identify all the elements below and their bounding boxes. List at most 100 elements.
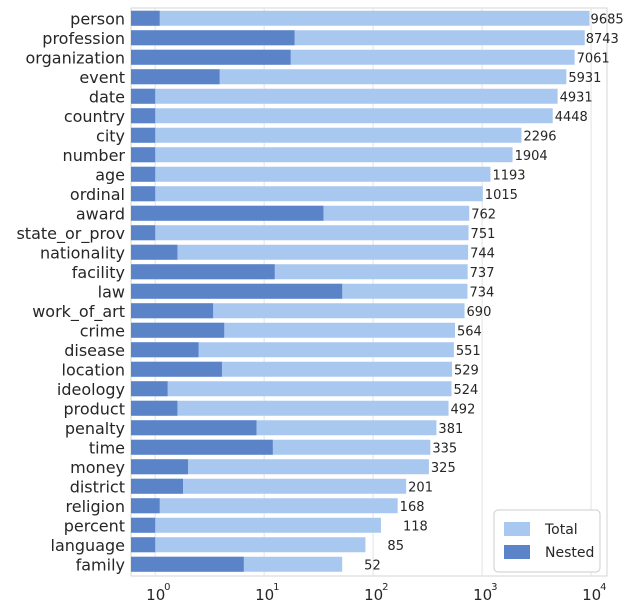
bars — [131, 10, 590, 572]
bar-nested-family — [131, 556, 244, 572]
bar-total-state-or-prov — [131, 225, 469, 241]
bar-total-language — [131, 537, 366, 553]
bar-total-event — [131, 69, 567, 85]
bar-nested-work-of-art — [131, 303, 214, 319]
category-label-time: time — [89, 438, 125, 457]
category-label-location: location — [62, 360, 125, 379]
legend: Total Nested — [493, 509, 601, 573]
value-label-crime: 564 — [457, 324, 482, 339]
category-label-person: person — [70, 9, 125, 28]
category-label-crime: crime — [80, 321, 125, 340]
value-label-work-of-art: 690 — [467, 305, 492, 320]
bar-nested-district — [131, 478, 183, 494]
value-label-religion: 168 — [400, 500, 425, 515]
category-label-family: family — [76, 555, 125, 574]
bar-total-date — [131, 88, 558, 104]
category-label-age: age — [95, 165, 125, 184]
bar-total-country — [131, 108, 553, 124]
bar-nested-number — [131, 147, 156, 163]
x-tick-exponent-2: 2 — [382, 582, 388, 593]
category-label-city: city — [96, 126, 125, 145]
category-label-date: date — [89, 87, 125, 106]
x-tick-label-3: 10 — [473, 586, 492, 603]
bar-nested-disease — [131, 342, 199, 358]
value-label-language: 85 — [387, 539, 404, 554]
bar-nested-nationality — [131, 244, 178, 260]
legend-swatch-total — [504, 522, 530, 536]
value-label-event: 5931 — [568, 71, 601, 86]
bar-nested-religion — [131, 498, 160, 514]
bar-nested-money — [131, 459, 188, 475]
bar-nested-percent — [131, 517, 156, 533]
x-tick-label-2: 10 — [364, 586, 383, 603]
bar-nested-award — [131, 205, 324, 221]
bar-total-disease — [131, 342, 454, 358]
category-label-nationality: nationality — [40, 243, 125, 262]
value-label-location: 529 — [454, 363, 479, 378]
x-tick-exponent-0: 0 — [164, 582, 170, 593]
category-label-language: language — [51, 536, 126, 555]
bar-nested-city — [131, 127, 156, 143]
category-label-religion: religion — [66, 497, 126, 516]
bar-total-number — [131, 147, 513, 163]
bar-nested-state-or-prov — [131, 225, 156, 241]
value-label-time: 335 — [432, 441, 457, 456]
value-label-disease: 551 — [456, 344, 481, 359]
category-labels: personprofessionorganizationeventdatecou… — [16, 9, 125, 574]
bar-nested-time — [131, 439, 273, 455]
category-label-organization: organization — [26, 48, 125, 67]
value-label-number: 1904 — [515, 149, 548, 164]
bar-nested-facility — [131, 264, 275, 280]
bar-total-money — [131, 459, 429, 475]
bar-nested-event — [131, 69, 220, 85]
value-label-date: 4931 — [560, 90, 593, 105]
category-label-event: event — [79, 68, 125, 87]
category-label-district: district — [70, 477, 125, 496]
value-label-age: 1193 — [492, 168, 525, 183]
category-label-facility: facility — [72, 263, 125, 282]
legend-label-nested: Nested — [545, 545, 594, 561]
value-label-city: 2296 — [523, 129, 556, 144]
bar-total-nationality — [131, 244, 469, 260]
value-label-law: 734 — [469, 285, 494, 300]
value-label-ordinal: 1015 — [485, 188, 518, 203]
category-label-money: money — [70, 458, 125, 477]
bar-nested-person — [131, 10, 160, 26]
value-label-ideology: 524 — [454, 383, 479, 398]
category-label-award: award — [76, 204, 125, 223]
bar-nested-crime — [131, 322, 225, 338]
category-label-state-or-prov: state_or_prov — [16, 224, 125, 244]
value-label-money: 325 — [431, 461, 456, 476]
value-label-person: 9685 — [591, 12, 624, 27]
bar-nested-country — [131, 108, 156, 124]
value-label-nationality: 744 — [470, 246, 495, 261]
bar-nested-date — [131, 88, 156, 104]
value-label-percent: 118 — [403, 519, 428, 534]
bar-nested-profession — [131, 30, 295, 46]
category-label-work-of-art: work_of_art — [32, 302, 125, 322]
value-label-award: 762 — [471, 207, 496, 222]
value-label-state-or-prov: 751 — [471, 227, 496, 242]
category-label-profession: profession — [42, 29, 125, 48]
bar-total-ideology — [131, 381, 452, 397]
value-label-product: 492 — [451, 402, 476, 417]
value-label-facility: 737 — [470, 266, 495, 281]
bar-total-city — [131, 127, 522, 143]
value-label-profession: 8743 — [586, 32, 619, 47]
category-label-product: product — [63, 399, 125, 418]
value-label-country: 4448 — [555, 110, 588, 125]
bar-nested-ordinal — [131, 186, 156, 202]
bar-total-person — [131, 10, 590, 26]
value-label-organization: 7061 — [577, 51, 610, 66]
category-label-number: number — [63, 146, 126, 165]
bar-nested-age — [131, 166, 156, 182]
category-label-country: country — [64, 107, 125, 126]
category-label-ideology: ideology — [57, 380, 125, 399]
value-labels: 9685 8743 7061 5931 4931 4448 2296 1904 1193 1015… — [364, 12, 623, 573]
bar-total-religion — [131, 498, 398, 514]
bar-nested-ideology — [131, 381, 168, 397]
bar-total-age — [131, 166, 491, 182]
bar-total-percent — [131, 517, 381, 533]
x-tick-exponent-3: 3 — [491, 582, 497, 593]
